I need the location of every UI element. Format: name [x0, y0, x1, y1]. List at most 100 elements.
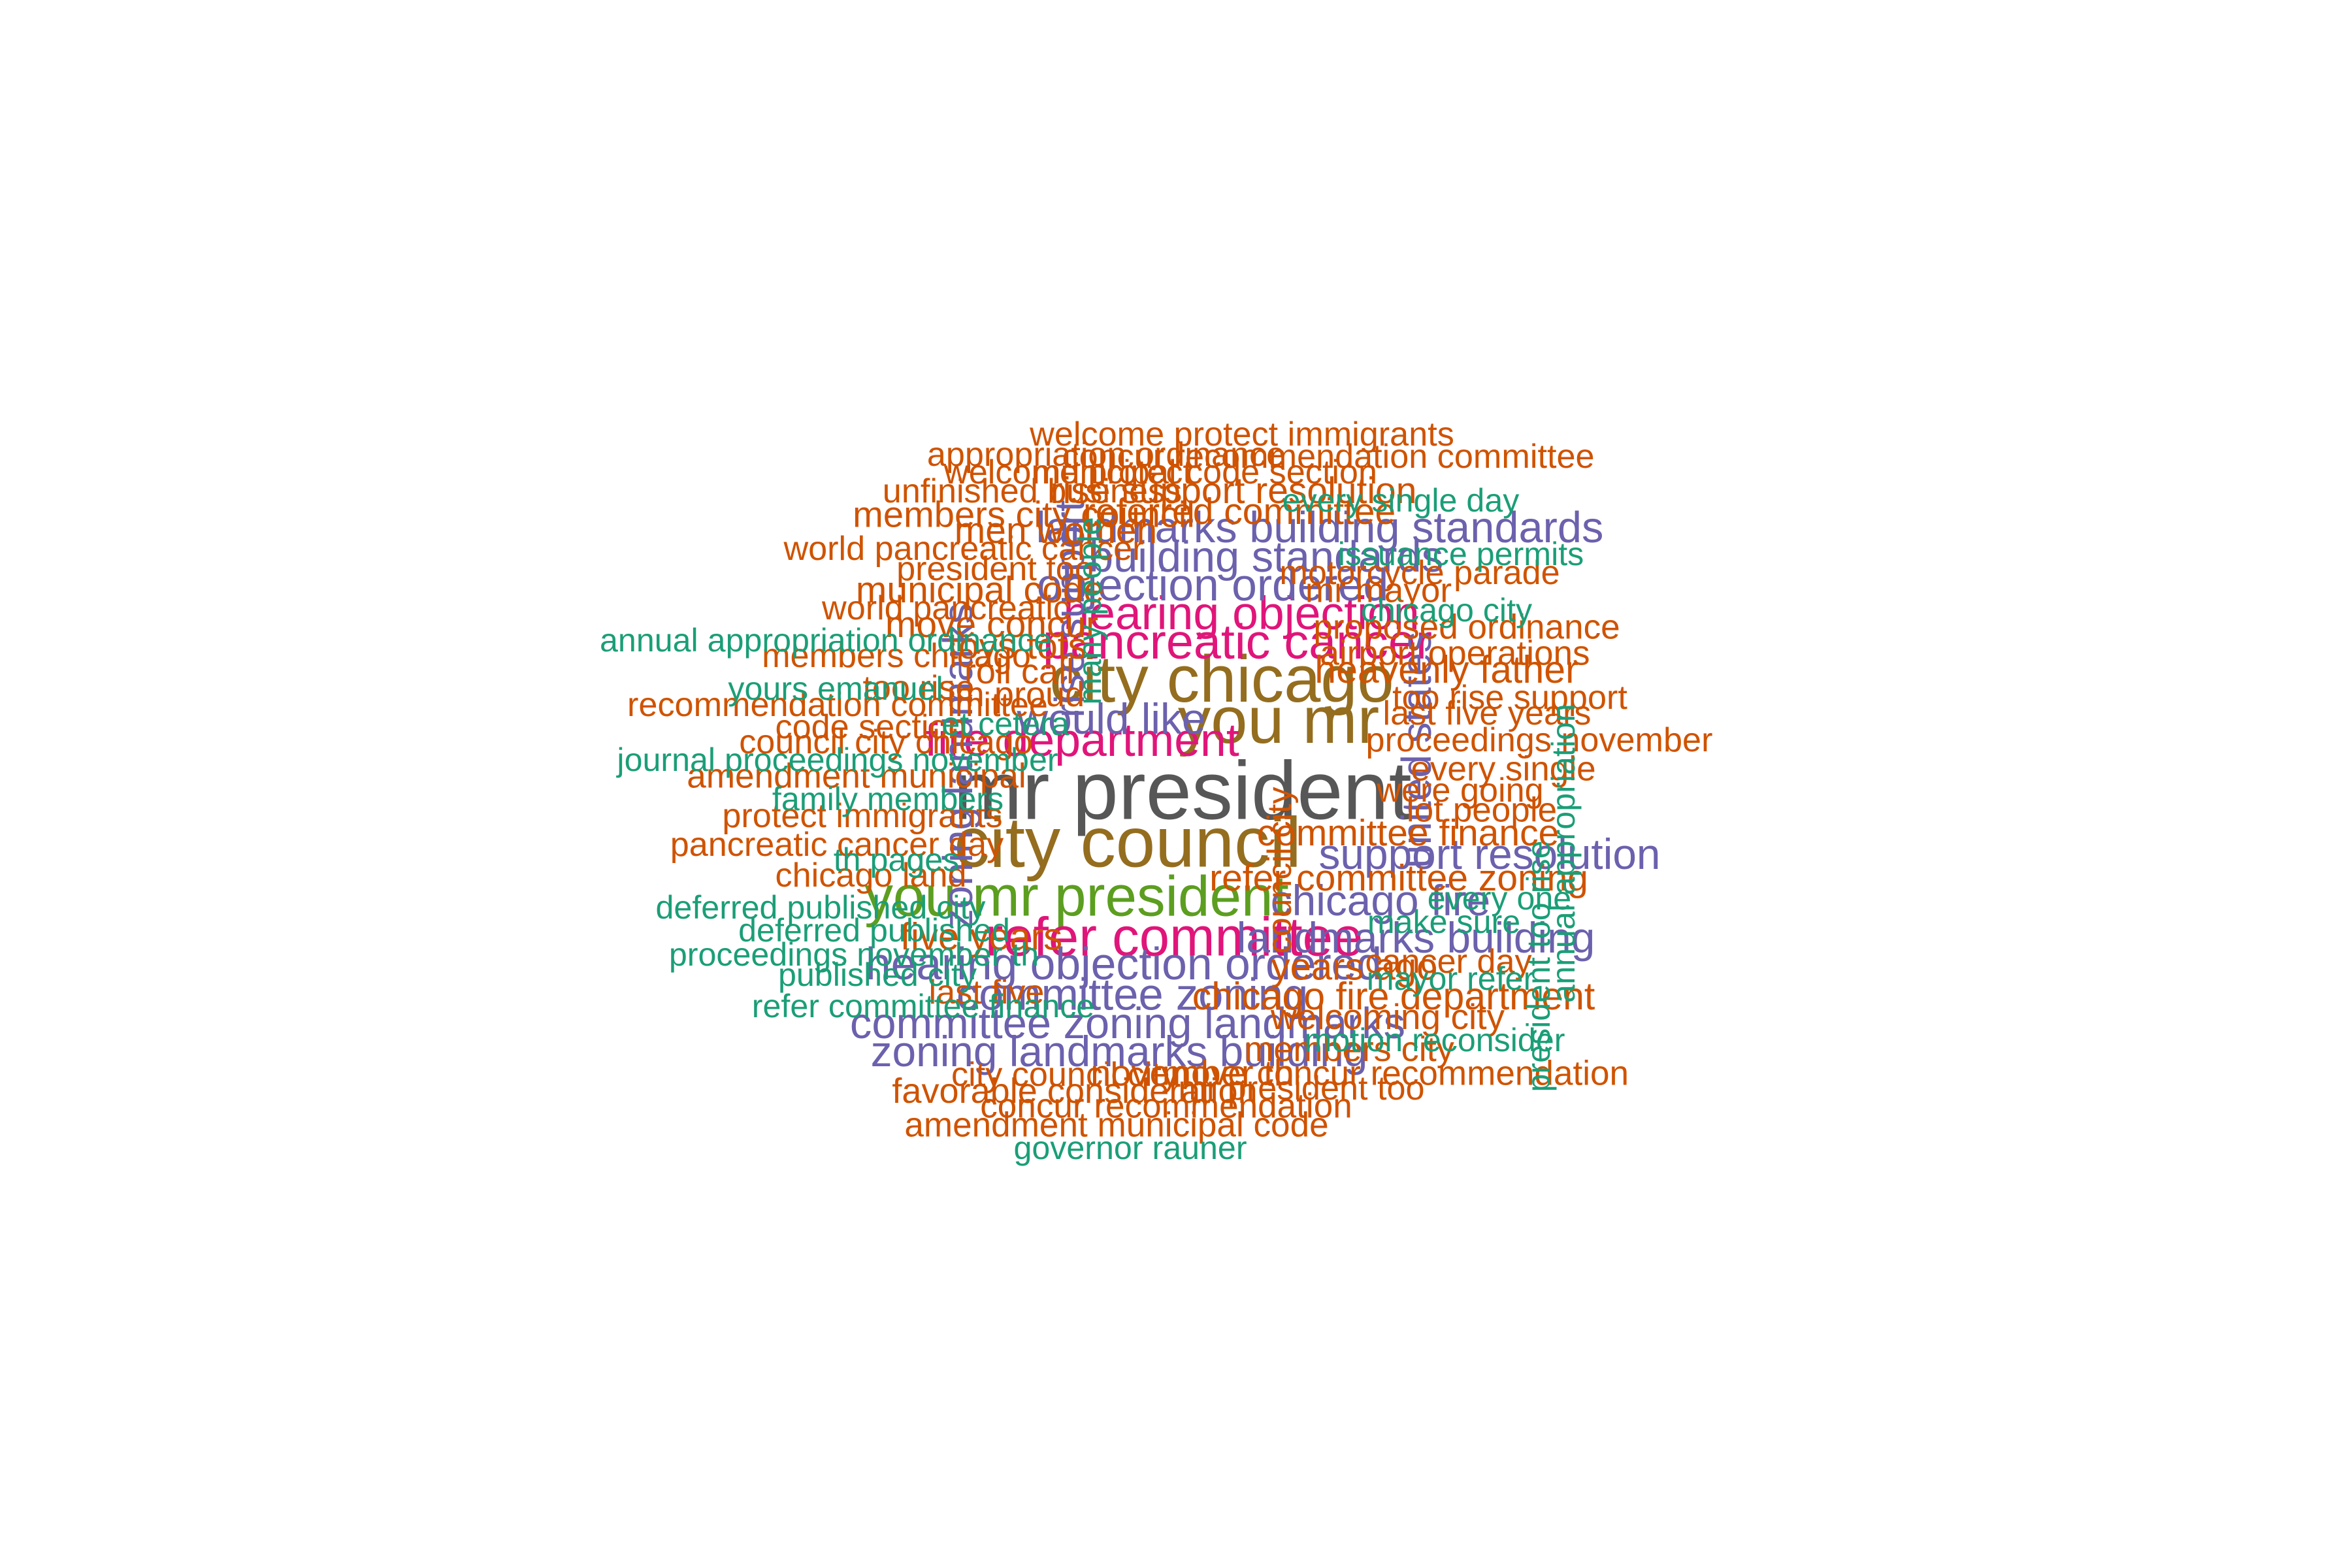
word-cloud-term: chicago city: [1361, 592, 1532, 629]
word-cloud-term: deferred published city: [656, 889, 986, 926]
word-cloud-term: landmarks building: [1237, 913, 1595, 962]
word-cloud-term: too rise support: [1392, 679, 1627, 717]
word-cloud-term: proceedings november th: [669, 936, 1039, 973]
word-cloud-term: yours emanuel: [728, 670, 943, 707]
word-cloud-term: rise support: [1046, 500, 1093, 718]
word-cloud-term: fire department: [924, 714, 1239, 766]
word-cloud-term: chicago fire: [1271, 876, 1490, 924]
word-cloud-term: hearing objection: [1063, 587, 1419, 640]
word-cloud-term: committee finance: [1257, 812, 1560, 854]
word-cloud-term: committee zoning: [956, 970, 1308, 1020]
word-cloud-term: mr president: [953, 745, 1411, 837]
word-cloud-term: move concur recommendation: [1162, 1054, 1629, 1093]
word-cloud-term: cancer day: [1365, 943, 1531, 981]
word-cloud-term: im proud: [947, 675, 1085, 714]
word-cloud-term: mr mayor: [1305, 572, 1452, 610]
word-cloud-term: zoning landmarks: [934, 603, 981, 930]
word-cloud-term: building standards: [1089, 533, 1443, 581]
word-cloud-term: would like: [1017, 694, 1206, 743]
word-cloud-term: welcome protect immigrants: [1029, 416, 1454, 453]
word-cloud-term: et cetera: [941, 706, 1069, 742]
word-cloud-term: unfinished business: [883, 472, 1182, 510]
word-cloud-term: chicago fire department: [1192, 975, 1595, 1018]
word-cloud-term: zoning landmarks building: [871, 1027, 1368, 1075]
word-cloud-term: concur recommendation: [980, 1087, 1352, 1126]
word-cloud-term: president too rise: [1520, 841, 1557, 1092]
word-cloud-term: family members: [772, 781, 1004, 817]
word-cloud-term: landmarks building standards: [1036, 504, 1604, 552]
word-cloud-term: objection ordered: [1037, 559, 1389, 610]
word-cloud-term: city chicago: [1049, 643, 1394, 716]
word-cloud-term: you mr president: [864, 865, 1288, 928]
word-cloud-term: annual appropriation ordinance: [600, 622, 1052, 659]
word-cloud-term: motion reconsider: [1305, 1022, 1565, 1058]
word-cloud-term: last five: [929, 973, 1045, 1011]
word-cloud-term: concur recommendation committee: [1062, 438, 1594, 476]
word-cloud-term: toys tots: [948, 625, 1086, 667]
word-cloud-term: protect immigrants: [722, 797, 1002, 835]
word-cloud-term: mayor refer: [1367, 960, 1535, 997]
word-cloud-term: lot people: [1407, 791, 1557, 830]
word-cloud-term: pancreatic cancer day: [670, 826, 1004, 864]
word-cloud-term: referred committee: [1083, 491, 1396, 532]
word-cloud-term: chicago land: [775, 857, 966, 894]
word-cloud-term: move concur: [885, 604, 1098, 645]
word-cloud-term: many people: [1071, 517, 1108, 704]
word-cloud-term: hearing objection ordered: [866, 938, 1382, 989]
word-cloud-term: every single: [1411, 750, 1595, 789]
word-cloud-term: deferred published: [738, 912, 1010, 949]
word-cloud-term: th pages: [834, 841, 960, 878]
word-cloud-term: make sure: [1367, 904, 1520, 940]
word-cloud-term: world pancreatic: [821, 589, 1070, 627]
word-cloud-term: every one: [1428, 880, 1571, 917]
word-cloud-term: every single day: [1282, 482, 1520, 519]
word-cloud-term: amendment municipal: [687, 757, 1026, 796]
word-cloud-term: city council: [954, 804, 1301, 883]
word-cloud-term: members chicago: [762, 637, 1031, 675]
word-cloud-term: support resolution: [1318, 830, 1660, 878]
word-cloud-term: united states: [1393, 632, 1440, 868]
word-cloud-term: council city: [1261, 787, 1299, 953]
word-cloud-term: heavenly father: [1315, 648, 1578, 691]
word-cloud-term: published city: [778, 956, 977, 993]
word-cloud-term: refer committee: [985, 907, 1364, 968]
word-cloud-term: airport operations: [1320, 634, 1590, 673]
word-cloud-term: municipal code section: [1032, 453, 1377, 491]
word-cloud-term: refer committee zoning: [1209, 857, 1588, 899]
word-cloud-term: roll call: [964, 652, 1074, 691]
word-cloud-term: world pancreatic cancer: [783, 530, 1143, 568]
word-cloud-term: code section: [775, 708, 966, 746]
word-cloud-term: recommendation committee: [627, 686, 1048, 724]
word-cloud-term: refer committee finance: [752, 988, 1094, 1024]
word-cloud-term: five years: [900, 916, 1062, 958]
word-cloud-term: president too: [896, 550, 1094, 588]
word-cloud-term: committee zoning landmarks: [850, 1000, 1405, 1048]
word-cloud-term: governor rauner: [1013, 1130, 1247, 1166]
word-cloud-term: city council city: [951, 1056, 1179, 1094]
word-cloud-term: pancreatic cancer: [1043, 614, 1432, 669]
word-cloud-term: appropriation ordinance: [927, 436, 1285, 474]
word-cloud-term: proposed ordinance: [1313, 608, 1620, 647]
word-cloud-term: amendment municipal code: [904, 1106, 1328, 1145]
word-cloud-term: rise support resolution: [1051, 470, 1417, 512]
word-cloud-term: annual appropriation: [1545, 704, 1582, 1003]
word-cloud-term: members city council: [853, 494, 1195, 535]
word-cloud-term: mr president too: [1178, 1070, 1424, 1107]
word-cloud-term: years ago: [1271, 946, 1438, 988]
word-cloud-term: issuance permits: [1338, 536, 1584, 572]
word-cloud-term: men women: [955, 510, 1157, 551]
word-cloud-term: welcoming city: [1270, 996, 1505, 1037]
word-cloud-term: journal proceedings november: [615, 742, 1058, 778]
word-cloud-term: november th: [1090, 1053, 1294, 1094]
word-cloud-term: welcome protect: [943, 453, 1192, 491]
word-cloud-term: members city: [1244, 1030, 1454, 1069]
word-cloud-term: favorable consideration: [892, 1071, 1257, 1111]
word-cloud-term: council city chicago: [739, 723, 1033, 761]
word-cloud-term: were going: [1376, 772, 1543, 809]
word-cloud-term: last five years: [1382, 694, 1591, 732]
word-cloud-term: you mr: [1178, 684, 1379, 757]
word-cloud-term: motorcycle parade: [1279, 554, 1560, 592]
word-cloud-term: proceedings november: [1366, 721, 1713, 759]
